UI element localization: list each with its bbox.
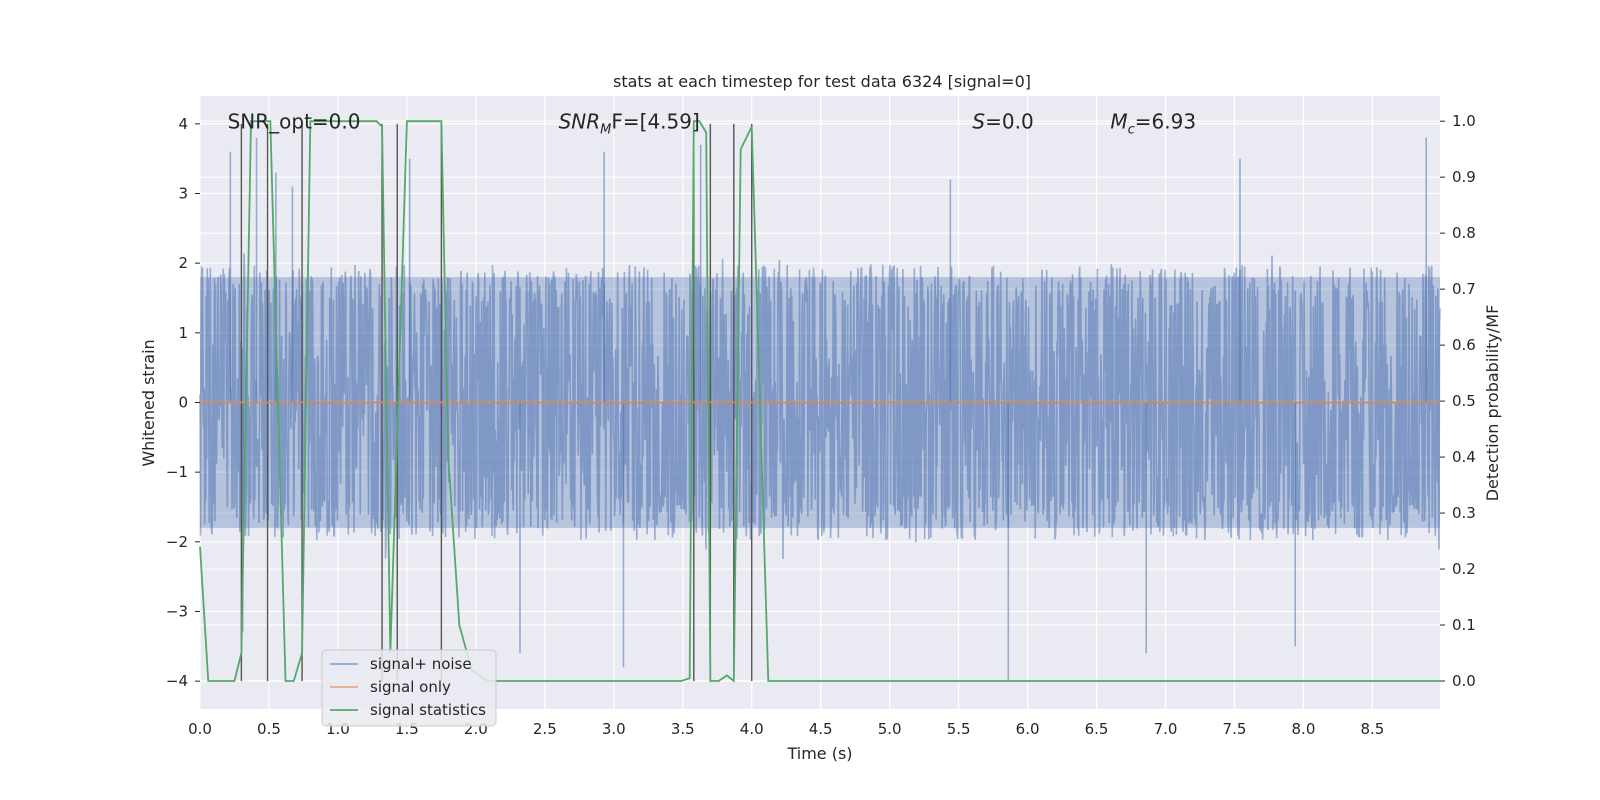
x-tick-label: 6.0 (1016, 720, 1040, 738)
x-tick-label: 6.5 (1085, 720, 1109, 738)
series-line-signal-statistics (199, 120, 1440, 683)
x-tick-label: 7.0 (1154, 720, 1178, 738)
x-tick-label: 3.5 (671, 720, 695, 738)
y-tick-label-right: 0.7 (1452, 280, 1476, 298)
x-tick-label: 8.0 (1292, 720, 1316, 738)
legend-item-label: signal statistics (370, 701, 486, 719)
legend-item-label: signal+ noise (370, 655, 472, 673)
y-tick-label-left: −3 (166, 602, 188, 620)
x-tick-label: 5.5 (947, 720, 971, 738)
annotation: SNR_opt=0.0 (228, 109, 361, 133)
x-tick-label: 2.5 (533, 720, 557, 738)
y-axis-label-left: Whitened strain (139, 339, 158, 466)
y-tick-label-right: 0.8 (1452, 224, 1476, 242)
annotation: Mc=6.93 (1110, 109, 1196, 137)
y-tick-label-right: 0.9 (1452, 168, 1476, 186)
x-tick-label: 0.5 (257, 720, 281, 738)
y-tick-label-left: −2 (166, 533, 188, 551)
y-tick-label-left: −4 (166, 672, 188, 690)
y-tick-label-right: 0.6 (1452, 336, 1476, 354)
legend: signal+ noise signal only signal statistic… (321, 649, 497, 727)
chart-title: stats at each timestep for test data 632… (613, 72, 1031, 91)
x-tick-label: 4.0 (740, 720, 764, 738)
y-tick-labels-left: −4 −3 −2 −1 0 1 2 3 4 (166, 115, 200, 690)
y-tick-label-left: 3 (178, 185, 188, 203)
y-tick-label-right: 0.2 (1452, 560, 1476, 578)
legend-item-label: signal only (370, 678, 451, 696)
y-tick-label-left: 2 (178, 254, 188, 272)
annotations: SNR_opt=0.0 SNRMF=[4.59] S=0.0 Mc=6.93 (228, 109, 1196, 137)
legend-box (321, 649, 497, 727)
series-line-signal-noise (199, 253, 1441, 559)
series-lines (199, 120, 1440, 683)
y-tick-label-right: 0.0 (1452, 672, 1476, 690)
annotation: SNRMF=[4.59] (559, 109, 700, 137)
y-tick-labels-right: 0.0 0.1 0.2 0.3 0.4 0.5 0.6 0.7 0.8 0.9 1.0 (1440, 112, 1476, 690)
annotation: S=0.0 (972, 109, 1033, 133)
x-tick-label: 5.0 (878, 720, 902, 738)
y-tick-label-right: 0.3 (1452, 504, 1476, 522)
y-tick-label-left: 4 (178, 115, 188, 133)
x-tick-label: 3.0 (602, 720, 626, 738)
y-tick-label-right: 0.1 (1452, 616, 1476, 634)
x-axis-label: Time (s) (786, 744, 852, 763)
y-tick-label-right: 0.5 (1452, 392, 1476, 410)
x-tick-label: 0.0 (188, 720, 212, 738)
y-tick-label-right: 1.0 (1452, 112, 1476, 130)
x-tick-label: 7.5 (1223, 720, 1247, 738)
y-tick-label-left: 0 (178, 394, 188, 412)
y-axis-label-right: Detection probability/MF (1483, 305, 1502, 502)
x-tick-label: 8.5 (1360, 720, 1384, 738)
y-tick-label-right: 0.4 (1452, 448, 1476, 466)
x-tick-label: 4.5 (809, 720, 833, 738)
y-tick-label-left: 1 (178, 324, 188, 342)
y-tick-label-left: −1 (166, 463, 188, 481)
